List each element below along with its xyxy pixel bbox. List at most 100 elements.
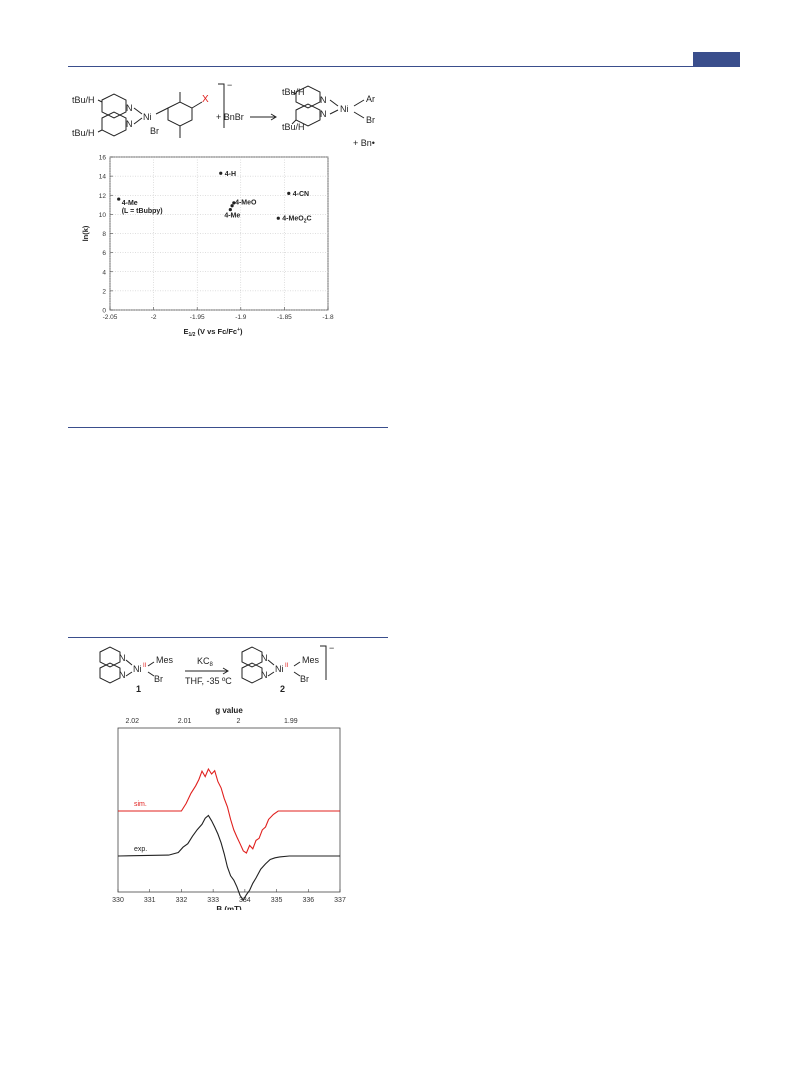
scatter-y-tick-label: 0 — [102, 308, 106, 315]
scheme-top-product-ligand-bottom: tBu/H — [282, 122, 305, 132]
scatter-plot-frame — [109, 156, 329, 311]
scatter-point — [287, 191, 291, 195]
scatter-y-tick-label: 16 — [99, 155, 107, 162]
scatter-point-label-text: 4-MeO — [235, 199, 257, 206]
epr-b-tick-label: 332 — [176, 897, 188, 904]
scheme-bottom-nitrogen-1: N — [119, 653, 126, 663]
scheme-bottom-product-charge: − — [329, 643, 334, 653]
scatter-point-sublabel: (L = tBubpy) — [122, 208, 163, 215]
scheme-bottom-product-nitrogen-1: N — [261, 653, 268, 663]
scheme-top-product-nitrogen-2: N — [320, 109, 327, 119]
scheme-top-nitrogen-1: N — [126, 103, 133, 113]
scatter-point-label: 4-MeO — [235, 199, 257, 206]
scatter-point-label: 4-MeO2C — [282, 216, 311, 225]
scheme-top-product-nitrogen-1: N — [320, 95, 327, 105]
scatter-point — [219, 171, 223, 175]
scatter-x-axis-label-part: 1/2 — [188, 332, 195, 338]
section-rule-1 — [68, 427, 388, 428]
scatter-y-axis-label: ln(k) — [81, 225, 90, 241]
epr-b-tick-label: 333 — [207, 897, 219, 904]
scheme-bottom: N N Ni II Mes Br 1 KC8 THF, -35 ºC N N N… — [99, 643, 334, 694]
scheme-bottom-product-nitrogen-2: N — [261, 670, 268, 680]
scatter-x-tick-label: -2 — [151, 314, 157, 321]
scatter-point-label-sub: 2 — [304, 219, 307, 225]
scatter-point — [228, 207, 232, 212]
scatter-point-label-text: 4-H — [225, 171, 236, 178]
scheme-bottom-reactant-halide: Br — [154, 674, 163, 684]
scatter-y-tick-label: 10 — [99, 212, 107, 219]
scatter-y-tick-label: 6 — [102, 250, 106, 257]
scheme-bottom-reactant-number: 1 — [136, 684, 141, 694]
header-corner-tab — [693, 52, 740, 66]
epr-plot-frame — [117, 727, 341, 893]
scheme-top-product-aryl: Ar — [366, 94, 375, 104]
scheme-top-halide: Br — [150, 126, 159, 136]
scheme-top-metal: Ni — [143, 112, 152, 122]
scatter-y-tick-label: 4 — [102, 269, 106, 276]
scheme-bottom-product-aryl: Mes — [302, 655, 320, 665]
scheme-top-product-ligand-top: tBu/H — [282, 87, 305, 97]
scatter-point — [117, 197, 121, 201]
scatter-y-tick-label: 12 — [99, 193, 107, 200]
scheme-bottom-nitrogen-2: N — [119, 670, 126, 680]
scatter-point-label-text: 4-CN — [293, 191, 309, 198]
scheme-bottom-product-metal: Ni — [275, 664, 284, 674]
scatter-x-tick-label: -1.85 — [277, 314, 292, 321]
scatter-point-label-text: 4-Me — [122, 200, 138, 207]
scatter-point-label: 4-H — [225, 171, 236, 178]
scatter-point — [276, 216, 280, 220]
scheme-top-byproduct: + Bn• — [353, 138, 375, 148]
scatter-point-label-text: 4-Me — [224, 213, 240, 220]
scatter-x-axis-label: E1/2 (V vs Fc/Fc+) — [183, 327, 243, 338]
scheme-top-charge: − — [227, 80, 232, 90]
epr-b-tick-label: 331 — [144, 897, 156, 904]
scatter-y-tick-label: 8 — [102, 231, 106, 238]
scheme-bottom-reactant-metal: Ni — [133, 664, 142, 674]
epr-bottom-axis-label: B (mT) — [216, 905, 242, 910]
epr-g-tick-label: 2 — [237, 718, 241, 725]
epr-b-tick-label: 330 — [112, 897, 124, 904]
epr-exp-trace — [117, 814, 340, 902]
scatter-point-label: 4-CN — [293, 191, 309, 198]
scatter-y-tick-label: 14 — [99, 174, 107, 181]
scatter-x-tick-label: -1.95 — [190, 314, 205, 321]
epr-g-tick-label: 2.02 — [125, 718, 139, 725]
epr-chart: g value 2.02 2.01 2 1.99 330 331 332 333 334 335 33… — [112, 706, 346, 910]
scatter-point — [230, 204, 234, 208]
scatter-x-axis-label-part: ) — [240, 327, 243, 336]
scheme-top-product-metal: Ni — [340, 104, 349, 114]
scatter-x-tick-label: -2.05 — [103, 314, 118, 321]
scatter-point — [232, 201, 236, 205]
scatter-x-axis-label-part: (V vs Fc/Fc — [195, 327, 237, 336]
header-rule — [68, 66, 740, 67]
scheme-top: tBu/H tBu/H N N Ni Br X − + BnBr tBu/H t… — [72, 80, 375, 148]
scheme-bottom-reactant-oxidation: II — [143, 663, 147, 669]
epr-exp-label: exp. — [134, 846, 147, 853]
epr-b-tick-label: 335 — [271, 897, 283, 904]
scheme-bottom-product-number: 2 — [280, 684, 285, 694]
epr-b-tick-label: 337 — [334, 897, 346, 904]
scheme-bottom-reactant-aryl: Mes — [156, 655, 174, 665]
section-rule-2 — [68, 637, 388, 638]
epr-g-tick-label: 2.01 — [178, 718, 192, 725]
epr-b-tick-label: 334 — [239, 897, 251, 904]
scheme-top-ligand-bottom: tBu/H — [72, 128, 95, 138]
scatter-point-label-text: 4-MeO — [282, 216, 304, 223]
scheme-top-para-group: X — [202, 94, 209, 105]
scatter-x-axis-label-part: E — [183, 327, 188, 336]
epr-b-tick-label: 336 — [302, 897, 314, 904]
epr-sim-trace — [118, 767, 340, 854]
scatter-point-label: 4-Me — [122, 200, 138, 207]
scheme-bottom-conditions: THF, -35 ºC — [185, 676, 232, 686]
epr-top-axis-label: g value — [215, 706, 243, 715]
scheme-top-product-halide: Br — [366, 115, 375, 125]
scatter-chart: 0 2 4 6 8 10 12 14 16 -2.05 -2 -1.95 -1.9 -1.85 -1.8 ln… — [81, 155, 334, 339]
epr-sim-label: sim. — [134, 801, 147, 808]
scheme-top-reagent: + BnBr — [216, 112, 244, 122]
scatter-y-tick-label: 2 — [102, 288, 106, 295]
scheme-top-nitrogen-2: N — [126, 119, 133, 129]
scheme-bottom-reagent: KC8 — [197, 656, 214, 668]
scheme-bottom-product-halide: Br — [300, 674, 309, 684]
scatter-x-axis-label-part: + — [237, 327, 240, 333]
epr-g-tick-label: 1.99 — [284, 718, 298, 725]
